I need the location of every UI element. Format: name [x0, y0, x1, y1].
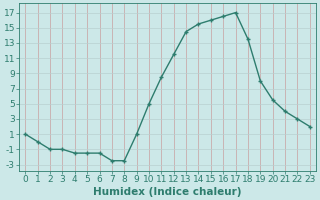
X-axis label: Humidex (Indice chaleur): Humidex (Indice chaleur) [93, 187, 242, 197]
